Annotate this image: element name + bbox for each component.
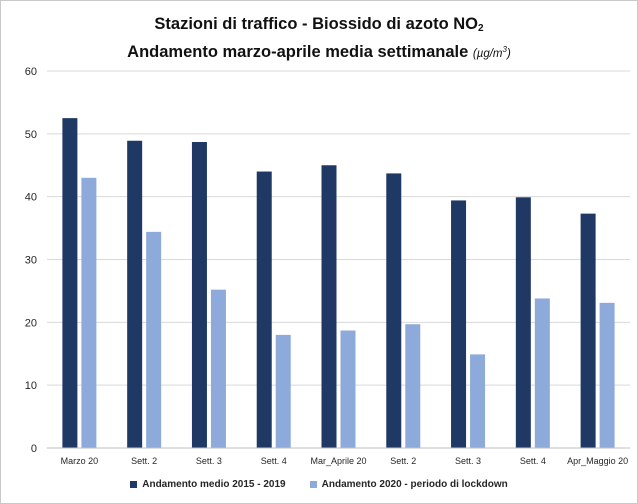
unit-close: ) <box>506 48 511 60</box>
bar-2020-lockdown <box>275 334 291 448</box>
unit-text: (µg/m <box>472 48 503 60</box>
title-text: Stazioni di traffico - Biossido di azoto… <box>154 15 479 33</box>
bar-2020-lockdown <box>534 298 550 448</box>
bar-2015-2019 <box>580 213 596 448</box>
legend: Andamento medio 2015 - 2019 Andamento 20… <box>0 479 638 490</box>
x-tick-label: Sett. 3 <box>455 456 481 466</box>
bar-2015-2019 <box>386 173 402 448</box>
y-axis: 0 10 20 30 40 50 60 <box>25 66 37 455</box>
bar-2015-2019 <box>256 171 272 449</box>
bar-2020-lockdown <box>340 330 356 448</box>
title-line-2: Andamento marzo-aprile media settimanale… <box>0 39 638 65</box>
legend-item-2015-2019: Andamento medio 2015 - 2019 <box>130 479 286 490</box>
bars <box>62 118 615 449</box>
bar-2015-2019 <box>62 118 78 448</box>
bar-2015-2019 <box>321 165 337 448</box>
bar-2020-lockdown <box>81 177 97 449</box>
y-tick-label: 0 <box>31 443 37 455</box>
title-line-1: Stazioni di traffico - Biossido di azoto… <box>0 14 638 39</box>
legend-label-2020: Andamento 2020 - periodo di lockdown <box>321 479 508 490</box>
x-tick-label: Apr_Maggio 20 <box>567 456 628 466</box>
y-tick-label: 60 <box>25 66 37 78</box>
legend-swatch-2020 <box>309 481 317 488</box>
bar-2020-lockdown <box>470 354 486 448</box>
title-subscript: 2 <box>478 23 484 34</box>
bar-2020-lockdown <box>146 231 162 448</box>
bar-2015-2019 <box>191 142 207 449</box>
legend-swatch-2015-2019 <box>130 481 138 488</box>
unit-label: (µg/m3) <box>472 45 511 60</box>
x-tick-label: Marzo 20 <box>61 456 99 466</box>
x-tick-label: Mar_Aprile 20 <box>310 456 366 466</box>
gridlines <box>47 70 630 386</box>
unit-superscript: 3 <box>502 45 507 54</box>
bar-2020-lockdown <box>210 289 226 448</box>
y-tick-label: 50 <box>25 129 37 141</box>
bar-2015-2019 <box>127 140 143 448</box>
x-tick-label: Sett. 4 <box>261 456 287 466</box>
legend-item-2020: Andamento 2020 - periodo di lockdown <box>309 479 508 490</box>
bar-2015-2019 <box>515 197 531 448</box>
x-axis: Marzo 20 Sett. 2 Sett. 3 Sett. 4 Mar_Aprile … <box>47 447 630 466</box>
legend-label-2015-2019: Andamento medio 2015 - 2019 <box>142 479 286 490</box>
x-tick-label: Sett. 4 <box>520 456 546 466</box>
chart-title: Stazioni di traffico - Biossido di azoto… <box>0 14 638 65</box>
x-tick-label: Sett. 3 <box>196 456 222 466</box>
y-tick-label: 40 <box>25 192 37 204</box>
y-tick-label: 30 <box>25 255 37 267</box>
bar-2020-lockdown <box>405 324 421 448</box>
bar-2015-2019 <box>451 200 467 448</box>
bar-2020-lockdown <box>599 302 615 448</box>
x-tick-label: Sett. 2 <box>390 456 416 466</box>
y-tick-label: 20 <box>25 317 37 329</box>
subtitle-text: Andamento marzo-aprile media settimanale <box>127 43 469 61</box>
y-tick-label: 10 <box>25 380 37 392</box>
x-tick-label: Sett. 2 <box>131 456 157 466</box>
